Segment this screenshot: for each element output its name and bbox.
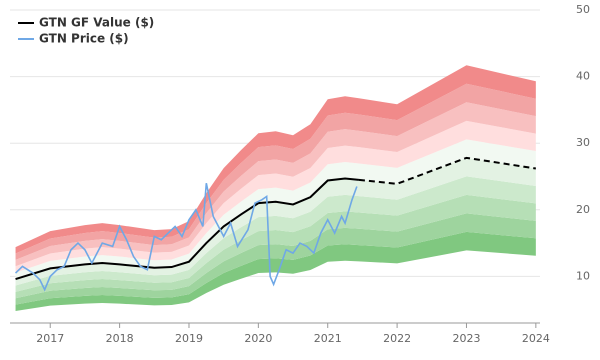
x-tick-label: 2019 [175,332,203,345]
x-tick-label: 2017 [36,332,64,345]
gf-band [15,231,536,312]
y-tick-label: 30 [576,136,590,149]
gf-band [15,102,536,267]
y-tick-label: 40 [576,70,590,83]
gf-band [15,213,536,305]
gf-band [15,157,536,286]
gf-band [15,139,536,280]
gf-band [15,65,536,254]
gf-band [15,176,536,292]
legend-label: GTN Price ($) [39,32,129,46]
x-tick-label: 2024 [522,332,550,345]
price-line [14,182,358,292]
y-tick-label: 20 [576,203,590,216]
x-tick-label: 2020 [244,332,272,345]
legend-label: GTN GF Value ($) [39,16,154,30]
x-tick-label: 2023 [452,332,480,345]
gf-value-estimate-line [358,156,536,185]
y-tick-label: 50 [576,3,590,16]
gf-band [15,83,536,260]
x-tick-label: 2022 [383,332,411,345]
gf-value-line [15,177,360,281]
gf-band [15,120,536,273]
x-tick-label: 2021 [314,332,342,345]
x-tick-label: 2018 [106,332,134,345]
y-tick-label: 10 [576,269,590,282]
gf-band [15,194,536,299]
legend: GTN GF Value ($) GTN Price ($) [18,16,154,46]
